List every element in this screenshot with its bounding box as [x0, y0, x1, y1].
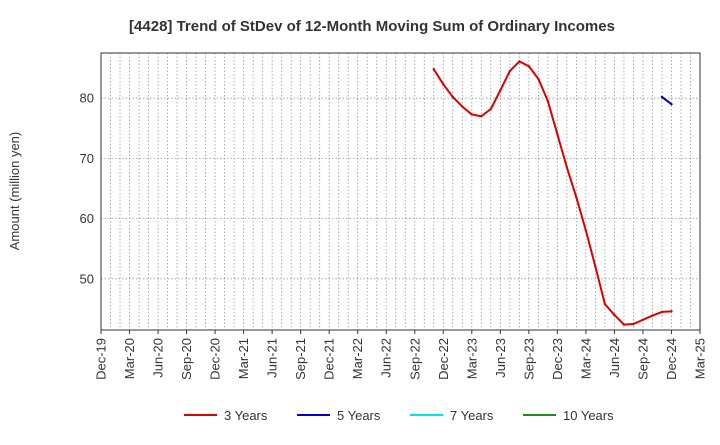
legend-label: 10 Years [563, 408, 614, 423]
plot-frame [100, 52, 701, 331]
data-point [461, 105, 464, 108]
data-point [499, 89, 502, 92]
x-tick-label: Dec-21 [322, 338, 337, 380]
data-point [584, 229, 588, 232]
data-point [518, 60, 521, 63]
data-point [632, 322, 635, 326]
data-point [594, 265, 597, 268]
x-tick-label: Dec-19 [94, 338, 109, 380]
x-tick-label: Sep-20 [179, 338, 194, 380]
y-tick-label: 70 [80, 151, 94, 166]
x-tick-label: Dec-24 [664, 338, 679, 380]
data-point [603, 302, 607, 306]
series-layer [432, 60, 673, 326]
series-line-1 [432, 60, 673, 326]
data-point [480, 115, 483, 118]
x-tick-label: Sep-22 [407, 338, 422, 380]
y-tick-label: 50 [80, 271, 94, 286]
data-point [508, 69, 512, 73]
data-point [641, 318, 645, 321]
legend-label: 3 Years [224, 408, 268, 423]
x-tick-label: Dec-22 [436, 338, 451, 380]
data-point [670, 102, 673, 106]
data-point [546, 99, 550, 103]
grid-layer [101, 53, 700, 330]
x-tick-label: Mar-24 [578, 338, 593, 379]
series-line-2 [660, 95, 673, 106]
x-tick-label: Jun-21 [265, 338, 280, 378]
data-point [575, 196, 578, 199]
data-point [432, 68, 435, 71]
data-point [613, 313, 616, 317]
x-tick-label: Mar-20 [122, 338, 137, 379]
x-tick-label: Dec-20 [208, 338, 223, 380]
legend: 3 Years 5 Years 7 Years 10 Years [184, 408, 614, 423]
chart-title: [4428] Trend of StDev of 12-Month Moving… [129, 18, 615, 35]
x-tick-label: Mar-21 [236, 338, 251, 379]
data-point [470, 113, 474, 116]
x-tick-label: Sep-24 [635, 338, 650, 380]
x-tick-label: Dec-23 [550, 338, 565, 380]
data-point [442, 83, 445, 86]
data-point [660, 310, 664, 314]
data-point [660, 95, 664, 99]
y-axis-label: Amount (million yen) [7, 132, 22, 251]
data-point [537, 77, 540, 81]
data-point [556, 133, 559, 136]
x-tick-label: Mar-25 [693, 338, 708, 379]
data-point [670, 310, 673, 313]
x-tick-label: Mar-22 [350, 338, 365, 379]
data-point [651, 314, 654, 317]
data-point [527, 65, 531, 68]
x-tick-label: Sep-21 [293, 338, 308, 380]
x-tick-label: Jun-23 [493, 338, 508, 378]
x-tick-label: Jun-22 [379, 338, 394, 378]
x-tick-label: Sep-23 [521, 338, 536, 380]
data-point [565, 166, 569, 169]
legend-label: 5 Years [337, 408, 381, 423]
data-point [451, 95, 454, 99]
y-tick-label: 60 [80, 211, 94, 226]
x-tick-label: Jun-24 [607, 338, 622, 378]
x-tick-label: Mar-23 [464, 338, 479, 379]
axes-layer: 50 60 70 80 Dec-19 Mar-20 Jun-20 Sep-20 Dec-20 Ma… [80, 52, 708, 380]
data-point [622, 323, 626, 326]
data-point [489, 107, 493, 111]
x-tick-label: Jun-20 [151, 338, 166, 378]
y-tick-label: 80 [80, 91, 94, 106]
legend-label: 7 Years [450, 408, 494, 423]
